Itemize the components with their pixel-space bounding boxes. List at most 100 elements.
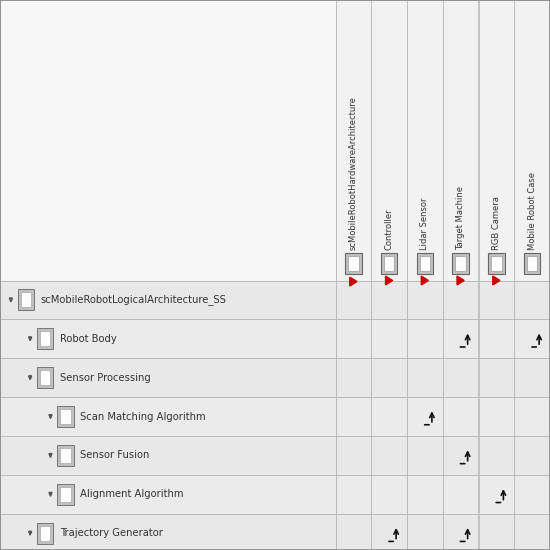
Bar [0,280,336,320]
Bar [407,280,443,320]
Polygon shape [350,277,357,286]
Bar [478,514,514,550]
Bar [57,445,74,466]
Bar [0,0,336,280]
Bar [407,320,443,358]
Bar [40,526,51,541]
Polygon shape [9,298,13,302]
Bar [60,448,71,463]
Bar [407,436,443,475]
Bar [371,0,407,280]
Bar [371,475,407,514]
Bar [336,397,371,436]
Bar [478,475,514,514]
Bar [381,253,397,274]
Text: Lidar Sensor: Lidar Sensor [420,197,430,250]
Text: Trajectory Generator: Trajectory Generator [60,528,163,538]
Text: RGB Camera: RGB Camera [492,196,501,250]
Bar [443,0,478,280]
Bar [455,256,466,271]
Bar [0,475,336,514]
Bar [491,256,502,271]
Bar [336,436,371,475]
Bar [420,256,430,271]
Bar [57,484,74,505]
Bar [407,514,443,550]
Polygon shape [29,531,32,535]
Bar [345,253,361,274]
Bar [371,436,407,475]
Bar [514,436,550,475]
Bar [478,320,514,358]
Bar [336,0,371,280]
Bar [336,358,371,397]
Bar [336,320,371,358]
Bar [0,320,336,358]
Text: Scan Matching Algorithm: Scan Matching Algorithm [80,411,206,422]
Polygon shape [49,415,52,419]
Bar [488,253,505,274]
Bar [40,370,51,385]
Bar [371,514,407,550]
Bar [60,487,71,502]
Bar [336,475,371,514]
Bar [443,320,478,358]
Text: Sensor Processing: Sensor Processing [60,373,151,383]
Text: scMobileRobotLogicalArchitecture_SS: scMobileRobotLogicalArchitecture_SS [41,294,227,305]
Bar [384,256,394,271]
Bar [443,397,478,436]
Bar [443,514,478,550]
Polygon shape [49,492,52,496]
Bar [407,397,443,436]
Bar [514,397,550,436]
Bar [18,289,34,310]
Polygon shape [421,276,428,285]
Bar [371,320,407,358]
Bar [0,397,336,436]
Bar [371,358,407,397]
Bar [37,523,53,544]
Bar [0,436,336,475]
Bar [40,331,51,346]
Text: scMobileRobotHardwareArchitecture: scMobileRobotHardwareArchitecture [349,96,358,250]
Bar [57,406,74,427]
Bar [452,253,469,274]
Polygon shape [457,276,464,285]
Bar [443,358,478,397]
Bar [20,293,31,307]
Bar [336,514,371,550]
Polygon shape [29,337,32,341]
Bar [37,367,53,388]
Bar [514,320,550,358]
Bar [478,436,514,475]
Text: Alignment Algorithm: Alignment Algorithm [80,490,184,499]
Bar [443,436,478,475]
Bar [60,409,71,424]
Text: Mobile Robot Case: Mobile Robot Case [527,172,537,250]
Bar [524,253,540,274]
Polygon shape [386,276,393,285]
Bar [417,253,433,274]
Bar [514,514,550,550]
Bar [0,358,336,397]
Bar [348,256,359,271]
Bar [478,280,514,320]
Bar [443,475,478,514]
Bar [371,280,407,320]
Bar [407,358,443,397]
Bar [37,328,53,349]
Polygon shape [49,454,52,458]
Bar [514,358,550,397]
Polygon shape [493,276,500,285]
Text: Sensor Fusion: Sensor Fusion [80,450,150,460]
Bar [443,280,478,320]
Bar [514,475,550,514]
Bar [527,256,537,271]
Text: Robot Body: Robot Body [60,334,117,344]
Text: Target Machine: Target Machine [456,186,465,250]
Bar [478,0,514,280]
Polygon shape [29,376,32,380]
Text: Controller: Controller [384,208,394,250]
Bar [478,358,514,397]
Bar [0,514,336,550]
